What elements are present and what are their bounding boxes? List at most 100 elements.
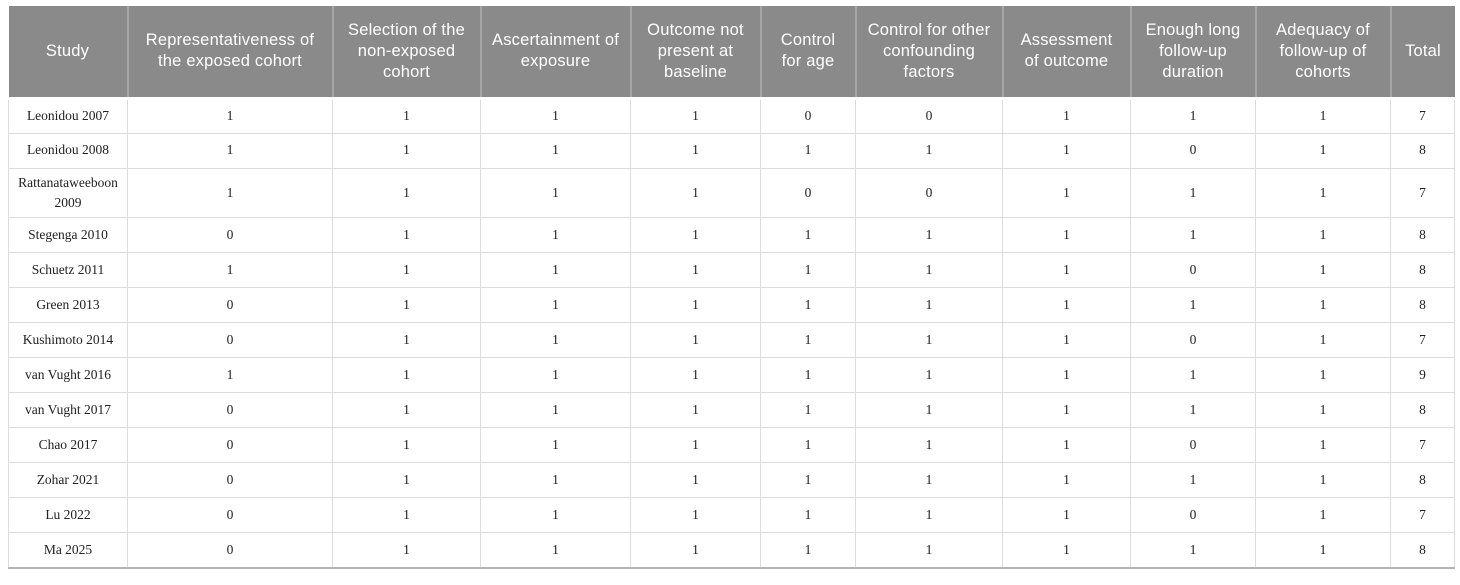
score-cell: 1 xyxy=(480,252,631,288)
score-cell: 1 xyxy=(630,462,761,498)
score-cell: 1 xyxy=(332,392,481,428)
column-header-selection: Selection of the non-exposed cohort xyxy=(331,6,481,100)
score-cell: 1 xyxy=(480,462,631,498)
score-cell: 1 xyxy=(332,532,481,569)
total-cell: 8 xyxy=(1390,132,1455,169)
score-cell: 1 xyxy=(127,97,333,134)
score-cell: 1 xyxy=(127,167,333,218)
column-header-study: Study xyxy=(8,6,128,100)
score-cell: 1 xyxy=(855,287,1003,323)
score-cell: 0 xyxy=(127,322,333,358)
score-cell: 0 xyxy=(127,532,333,569)
score-cell: 1 xyxy=(1002,132,1131,169)
study-cell: Leonidou 2008 xyxy=(8,132,128,169)
score-cell: 1 xyxy=(1255,252,1391,288)
total-cell: 7 xyxy=(1390,167,1455,218)
score-cell: 1 xyxy=(855,427,1003,463)
score-cell: 1 xyxy=(480,532,631,569)
score-cell: 1 xyxy=(480,427,631,463)
score-cell: 1 xyxy=(1130,287,1256,323)
score-cell: 1 xyxy=(1255,287,1391,323)
score-cell: 1 xyxy=(1255,217,1391,253)
score-cell: 1 xyxy=(1255,532,1391,569)
score-cell: 0 xyxy=(1130,427,1256,463)
score-cell: 1 xyxy=(1130,462,1256,498)
study-cell: Rattanataweeboon 2009 xyxy=(8,167,128,218)
study-cell: Ma 2025 xyxy=(8,532,128,569)
table-row: Leonidou 2007 1 1 1 1 0 0 1 1 1 7 xyxy=(8,97,1455,134)
column-header-control-confounding: Control for other confounding factors xyxy=(854,6,1003,100)
table-row: Zohar 2021 0 1 1 1 1 1 1 1 1 8 xyxy=(8,462,1455,498)
score-cell: 1 xyxy=(127,132,333,169)
score-cell: 1 xyxy=(332,427,481,463)
score-cell: 0 xyxy=(127,392,333,428)
score-cell: 0 xyxy=(127,287,333,323)
score-cell: 1 xyxy=(1255,497,1391,533)
score-cell: 1 xyxy=(855,392,1003,428)
table-row: van Vught 2016 1 1 1 1 1 1 1 1 1 9 xyxy=(8,357,1455,393)
score-cell: 1 xyxy=(1002,497,1131,533)
score-cell: 1 xyxy=(760,532,856,569)
score-cell: 1 xyxy=(1255,392,1391,428)
study-cell: Kushimoto 2014 xyxy=(8,322,128,358)
table-row: van Vught 2017 0 1 1 1 1 1 1 1 1 8 xyxy=(8,392,1455,428)
score-cell: 0 xyxy=(1130,132,1256,169)
score-cell: 1 xyxy=(1255,357,1391,393)
score-cell: 1 xyxy=(1130,357,1256,393)
score-cell: 1 xyxy=(760,462,856,498)
score-cell: 1 xyxy=(760,322,856,358)
score-cell: 0 xyxy=(127,427,333,463)
score-cell: 1 xyxy=(760,357,856,393)
score-cell: 1 xyxy=(760,252,856,288)
score-cell: 1 xyxy=(1002,532,1131,569)
score-cell: 1 xyxy=(1002,217,1131,253)
score-cell: 1 xyxy=(480,497,631,533)
score-cell: 1 xyxy=(630,252,761,288)
table-row: Green 2013 0 1 1 1 1 1 1 1 1 8 xyxy=(8,287,1455,323)
score-cell: 1 xyxy=(1255,462,1391,498)
score-cell: 1 xyxy=(630,322,761,358)
score-cell: 1 xyxy=(480,97,631,134)
score-cell: 1 xyxy=(760,217,856,253)
study-cell: Stegenga 2010 xyxy=(8,217,128,253)
score-cell: 1 xyxy=(1255,167,1391,218)
table-row: Rattanataweeboon 2009 1 1 1 1 0 0 1 1 1 7 xyxy=(8,167,1455,218)
score-cell: 1 xyxy=(1255,427,1391,463)
score-cell: 1 xyxy=(480,357,631,393)
score-cell: 1 xyxy=(855,217,1003,253)
score-cell: 1 xyxy=(1002,97,1131,134)
total-cell: 8 xyxy=(1390,392,1455,428)
table-row: Lu 2022 0 1 1 1 1 1 1 0 1 7 xyxy=(8,497,1455,533)
table-row: Kushimoto 2014 0 1 1 1 1 1 1 0 1 7 xyxy=(8,322,1455,358)
score-cell: 1 xyxy=(630,97,761,134)
score-cell: 1 xyxy=(1002,252,1131,288)
score-cell: 1 xyxy=(332,132,481,169)
score-cell: 0 xyxy=(1130,497,1256,533)
score-cell: 1 xyxy=(332,322,481,358)
study-cell: Lu 2022 xyxy=(8,497,128,533)
score-cell: 1 xyxy=(1130,392,1256,428)
score-cell: 1 xyxy=(855,132,1003,169)
score-cell: 1 xyxy=(1130,532,1256,569)
table-header: Study Representativeness of the exposed … xyxy=(8,6,1455,100)
score-cell: 1 xyxy=(855,462,1003,498)
total-cell: 7 xyxy=(1390,322,1455,358)
score-cell: 1 xyxy=(480,167,631,218)
score-cell: 1 xyxy=(332,287,481,323)
total-cell: 8 xyxy=(1390,462,1455,498)
score-cell: 1 xyxy=(1130,167,1256,218)
score-cell: 1 xyxy=(332,167,481,218)
score-cell: 1 xyxy=(1002,427,1131,463)
column-header-adequacy: Adequacy of follow-up of cohorts xyxy=(1254,6,1391,100)
score-cell: 1 xyxy=(1002,462,1131,498)
study-cell: Chao 2017 xyxy=(8,427,128,463)
score-cell: 1 xyxy=(630,287,761,323)
score-cell: 1 xyxy=(127,252,333,288)
score-cell: 0 xyxy=(855,167,1003,218)
score-cell: 1 xyxy=(1002,167,1131,218)
score-cell: 1 xyxy=(480,322,631,358)
total-cell: 8 xyxy=(1390,532,1455,569)
score-cell: 0 xyxy=(127,497,333,533)
score-cell: 1 xyxy=(855,322,1003,358)
score-cell: 1 xyxy=(630,427,761,463)
